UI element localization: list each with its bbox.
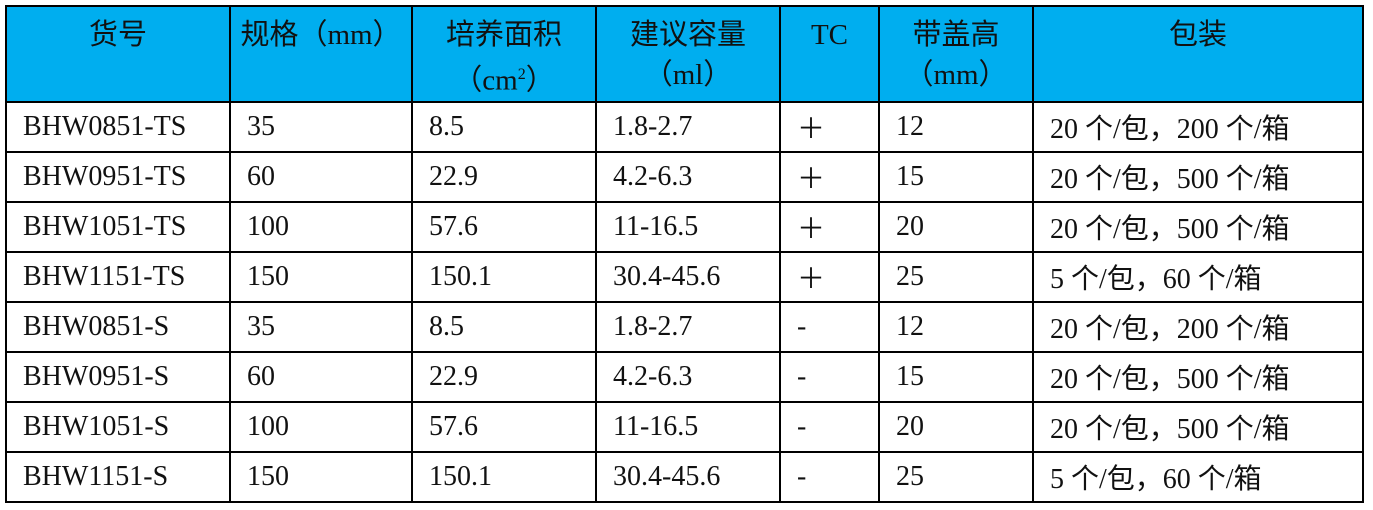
cell-packaging: 5 个/包，60 个/箱: [1032, 250, 1364, 303]
cell-tc: ＋: [779, 100, 880, 153]
cell-packaging: 20 个/包，500 个/箱: [1032, 400, 1364, 453]
header-tc: TC: [779, 5, 880, 103]
cell-height: 25: [878, 250, 1034, 303]
table-row: BHW0851-S 35 8.5 1.8-2.7-12 20 个/包，200 个/箱: [5, 300, 1364, 353]
cell-size: 60: [229, 350, 413, 403]
cell-size: 35: [229, 100, 413, 153]
cell-item-no: BHW1151-S: [5, 450, 231, 503]
cell-volume: 30.4-45.6: [595, 250, 781, 303]
cell-size: 150: [229, 450, 413, 503]
cell-volume: 30.4-45.6: [595, 450, 781, 503]
cell-packaging: 20 个/包，500 个/箱: [1032, 150, 1364, 203]
table-row: BHW0851-TS 35 8.5 1.8-2.7 ＋ 12 20 个/包，200 个/箱: [5, 100, 1364, 153]
cell-size: 35: [229, 300, 413, 353]
cell-packaging: 20 个/包，500 个/箱: [1032, 200, 1364, 253]
cell-packaging: 20 个/包，200 个/箱: [1032, 300, 1364, 353]
cell-item-no: BHW0851-TS: [5, 100, 231, 153]
cell-height: 12: [878, 300, 1034, 353]
cell-height: 25: [878, 450, 1034, 503]
cell-volume: 1.8-2.7: [595, 100, 781, 153]
product-spec-table: 货号 规格（mm） 培养面积 （cm2） 建议容量 （ml） TC 带盖高 （mm） …: [5, 5, 1364, 503]
cell-tc: -: [779, 350, 880, 403]
table-row: BHW1051-S 100 57.6 11-16.5-20 20 个/包，500 个/箱: [5, 400, 1364, 453]
cell-area: 57.6: [411, 400, 597, 453]
header-height: 带盖高 （mm）: [878, 5, 1034, 103]
cell-item-no: BHW1051-S: [5, 400, 231, 453]
cell-tc: ＋: [779, 150, 880, 203]
table-row: BHW0951-TS 60 22.9 4.2-6.3 ＋ 15 20 个/包，500 个/箱: [5, 150, 1364, 203]
cell-height: 20: [878, 400, 1034, 453]
table-row: BHW1051-TS 100 57.6 11-16.5 ＋ 20 20 个/包，500 个/…: [5, 200, 1364, 253]
cell-height: 15: [878, 350, 1034, 403]
cell-size: 60: [229, 150, 413, 203]
cell-size: 150: [229, 250, 413, 303]
cell-item-no: BHW1051-TS: [5, 200, 231, 253]
cell-packaging: 20 个/包，200 个/箱: [1032, 100, 1364, 153]
cell-area: 22.9: [411, 150, 597, 203]
table-row: BHW1151-S 150 150.1 30.4-45.6-25 5 个/包，60 个/…: [5, 450, 1364, 503]
cell-volume: 11-16.5: [595, 400, 781, 453]
cell-size: 100: [229, 200, 413, 253]
cell-tc: ＋: [779, 200, 880, 253]
cell-tc: -: [779, 300, 880, 353]
cell-item-no: BHW0851-S: [5, 300, 231, 353]
cell-height: 12: [878, 100, 1034, 153]
cell-packaging: 20 个/包，500 个/箱: [1032, 350, 1364, 403]
cell-tc: -: [779, 400, 880, 453]
cell-tc: ＋: [779, 250, 880, 303]
cell-volume: 1.8-2.7: [595, 300, 781, 353]
cell-area: 8.5: [411, 100, 597, 153]
cell-item-no: BHW0951-TS: [5, 150, 231, 203]
header-packaging: 包装: [1032, 5, 1364, 103]
cell-packaging: 5 个/包，60 个/箱: [1032, 450, 1364, 503]
cell-area: 57.6: [411, 200, 597, 253]
cell-area: 22.9: [411, 350, 597, 403]
header-culture-area: 培养面积 （cm2）: [411, 5, 597, 103]
cell-height: 15: [878, 150, 1034, 203]
cell-area: 150.1: [411, 250, 597, 303]
cell-volume: 4.2-6.3: [595, 350, 781, 403]
cell-area: 8.5: [411, 300, 597, 353]
cell-tc: -: [779, 450, 880, 503]
cell-size: 100: [229, 400, 413, 453]
table-row: BHW0951-S 60 22.9 4.2-6.3-15 20 个/包，500 个/箱: [5, 350, 1364, 403]
header-volume: 建议容量 （ml）: [595, 5, 781, 103]
cell-item-no: BHW0951-S: [5, 350, 231, 403]
header-size: 规格（mm）: [229, 5, 413, 103]
cell-volume: 4.2-6.3: [595, 150, 781, 203]
cell-area: 150.1: [411, 450, 597, 503]
cell-volume: 11-16.5: [595, 200, 781, 253]
cell-item-no: BHW1151-TS: [5, 250, 231, 303]
cell-height: 20: [878, 200, 1034, 253]
header-row: 货号 规格（mm） 培养面积 （cm2） 建议容量 （ml） TC 带盖高 （mm） …: [5, 5, 1364, 103]
header-item-no: 货号: [5, 5, 231, 103]
table-row: BHW1151-TS 150 150.1 30.4-45.6 ＋ 25 5 个/包，60 个…: [5, 250, 1364, 303]
